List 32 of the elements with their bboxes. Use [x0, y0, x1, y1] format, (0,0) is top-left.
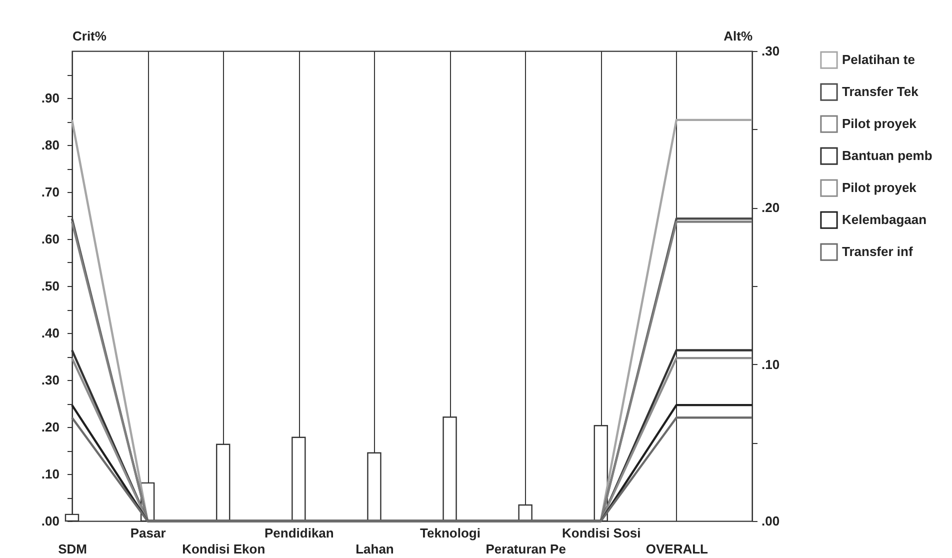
y-tick-label: .40: [41, 326, 60, 340]
legend-label: Pelatihan te: [842, 52, 915, 67]
y-tick-label: .10: [41, 466, 60, 482]
y2-axis-title: Alt%: [724, 28, 753, 44]
y-tick-label: .70: [41, 184, 60, 200]
x-tick-label: Teknologi: [420, 526, 480, 540]
legend-label: Bantuan pemb: [842, 148, 932, 163]
x-tick-label: Pasar: [130, 526, 166, 540]
y-tick-label: .30: [41, 372, 60, 388]
legend-label: Pilot proyek: [842, 116, 918, 131]
legend-label: Transfer Tek: [842, 84, 920, 99]
x-tick-label: Peraturan Pe: [486, 542, 566, 556]
x-tick-label: Kondisi Ekon: [182, 542, 266, 556]
y-tick-label: .20: [41, 420, 60, 434]
y-tick-label: .90: [41, 90, 60, 106]
legend-label: Pilot proyek: [842, 180, 918, 195]
y-tick-label: .60: [41, 232, 60, 246]
legend-label: Kelembagaan: [842, 212, 927, 227]
y2-tick-label: .30: [762, 44, 780, 58]
y-tick-label: .00: [41, 514, 60, 528]
x-tick-label: Kondisi Sosi: [562, 526, 641, 540]
x-tick-label: OVERALL: [646, 542, 708, 556]
x-tick-label: SDM: [58, 542, 87, 556]
y2-tick-label: .20: [762, 200, 780, 216]
x-tick-label: Pendidikan: [264, 526, 334, 540]
y-tick-label: .80: [41, 138, 60, 152]
y-axis-title: Crit%: [72, 28, 107, 44]
x-tick-label: Lahan: [356, 542, 394, 556]
legend-label: Transfer inf: [842, 244, 914, 259]
y2-tick-label: .00: [762, 514, 780, 528]
y-tick-label: .50: [41, 278, 60, 294]
y2-tick-label: .10: [762, 356, 780, 372]
